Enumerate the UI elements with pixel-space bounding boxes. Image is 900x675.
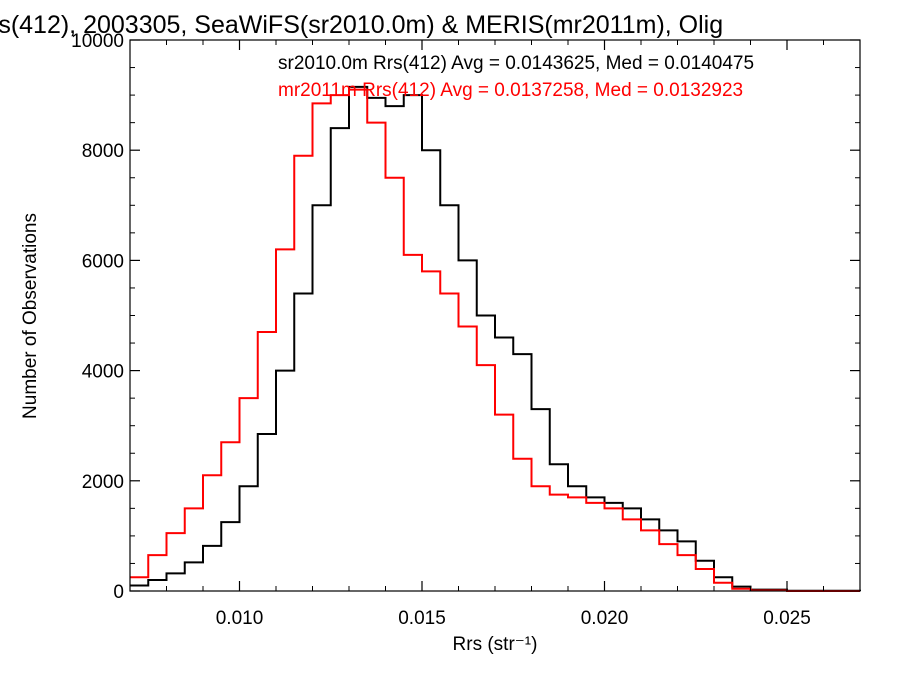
x-tick-label: 0.010 xyxy=(216,608,264,629)
series-line-sr2010 xyxy=(130,85,861,592)
x-tick-label: 0.015 xyxy=(398,608,446,629)
y-tick-label: 6000 xyxy=(82,251,124,272)
chart-title: rs(412), 2003305, SeaWiFS(sr2010.0m) & M… xyxy=(0,11,723,39)
x-tick-label: 0.020 xyxy=(581,608,629,629)
y-tick-label: 8000 xyxy=(82,141,124,162)
ticks-layer: 0.010 0.015 0.020 0.025 0 2000 4000 6000 8000 100… xyxy=(71,31,861,629)
series-line-mr2011 xyxy=(130,88,860,592)
y-axis-label: Number of Observations xyxy=(20,213,41,419)
y-tick-label: 10000 xyxy=(71,31,124,52)
y-tick-label: 2000 xyxy=(82,472,124,493)
y-tick-label: 4000 xyxy=(82,362,124,383)
legend-annotation-mr2011: mr2011m Rrs(412) Avg = 0.0137258, Med = … xyxy=(278,80,743,101)
x-axis-label: Rrs (str⁻¹) xyxy=(453,634,538,655)
legend-annotation-sr2010: sr2010.0m Rrs(412) Avg = 0.0143625, Med … xyxy=(278,53,754,74)
x-tick-label: 0.025 xyxy=(763,608,811,629)
series-layer xyxy=(130,85,861,592)
y-tick-label: 0 xyxy=(113,582,124,603)
